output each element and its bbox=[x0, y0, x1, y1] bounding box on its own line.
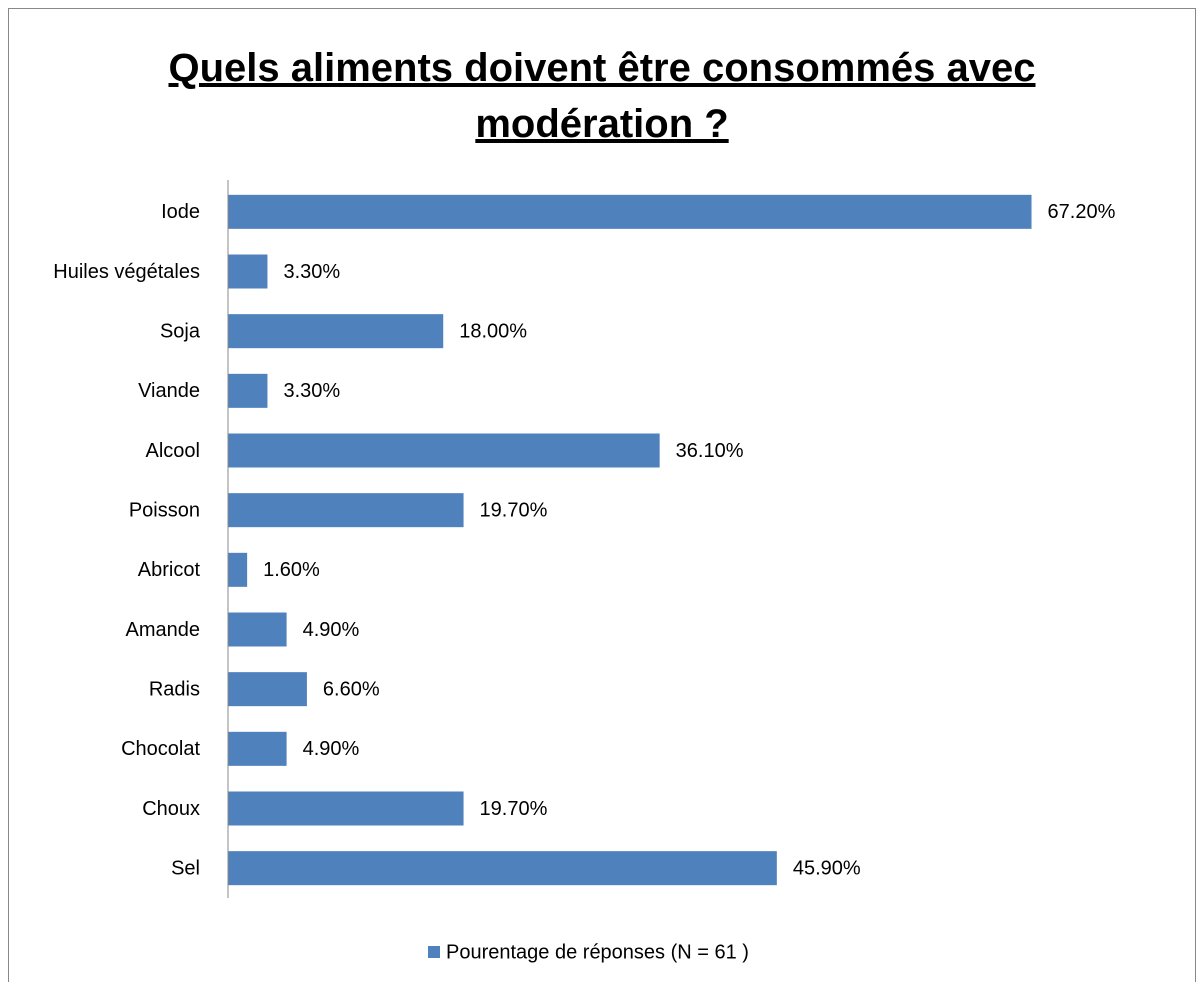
data-label: 1.60% bbox=[263, 559, 320, 581]
data-label: 3.30% bbox=[283, 380, 340, 402]
y-tick-label: Iode bbox=[161, 201, 200, 223]
data-label: 19.70% bbox=[480, 798, 548, 820]
data-label: 18.00% bbox=[459, 320, 527, 342]
bar bbox=[228, 194, 1032, 229]
data-label: 3.30% bbox=[283, 261, 340, 283]
y-tick-label: Amande bbox=[126, 619, 201, 641]
bar bbox=[228, 254, 268, 289]
chart-title: Quels aliments doivent être consommés av… bbox=[168, 46, 1036, 146]
y-tick-label: Radis bbox=[149, 678, 200, 700]
data-label: 19.70% bbox=[480, 499, 548, 521]
y-tick-label: Choux bbox=[142, 798, 200, 820]
chart-border bbox=[8, 8, 1196, 982]
data-label: 45.90% bbox=[793, 857, 861, 879]
bar bbox=[228, 433, 660, 468]
bar bbox=[228, 552, 248, 587]
y-tick-label: Soja bbox=[160, 320, 201, 342]
y-tick-label: Poisson bbox=[129, 499, 200, 521]
y-tick-label: Sel bbox=[171, 857, 200, 879]
data-label: 4.90% bbox=[303, 738, 360, 760]
data-label: 67.20% bbox=[1048, 201, 1116, 223]
bar bbox=[228, 373, 268, 408]
data-label: 4.90% bbox=[303, 619, 360, 641]
legend-swatch bbox=[428, 946, 440, 958]
bar bbox=[228, 731, 287, 766]
bar bbox=[228, 493, 464, 528]
data-label: 36.10% bbox=[676, 440, 744, 462]
bar bbox=[228, 314, 444, 349]
bar bbox=[228, 791, 464, 826]
y-tick-label: Viande bbox=[138, 380, 200, 402]
y-tick-label: Alcool bbox=[146, 440, 200, 462]
bar bbox=[228, 612, 287, 647]
data-label: 6.60% bbox=[323, 678, 380, 700]
y-tick-label: Chocolat bbox=[121, 738, 200, 760]
y-tick-label: Huiles végétales bbox=[53, 261, 200, 283]
bar bbox=[228, 672, 307, 707]
bar bbox=[228, 851, 777, 886]
legend-label: Pourentage de réponses (N = 61 ) bbox=[446, 941, 749, 963]
y-tick-label: Abricot bbox=[138, 559, 201, 581]
